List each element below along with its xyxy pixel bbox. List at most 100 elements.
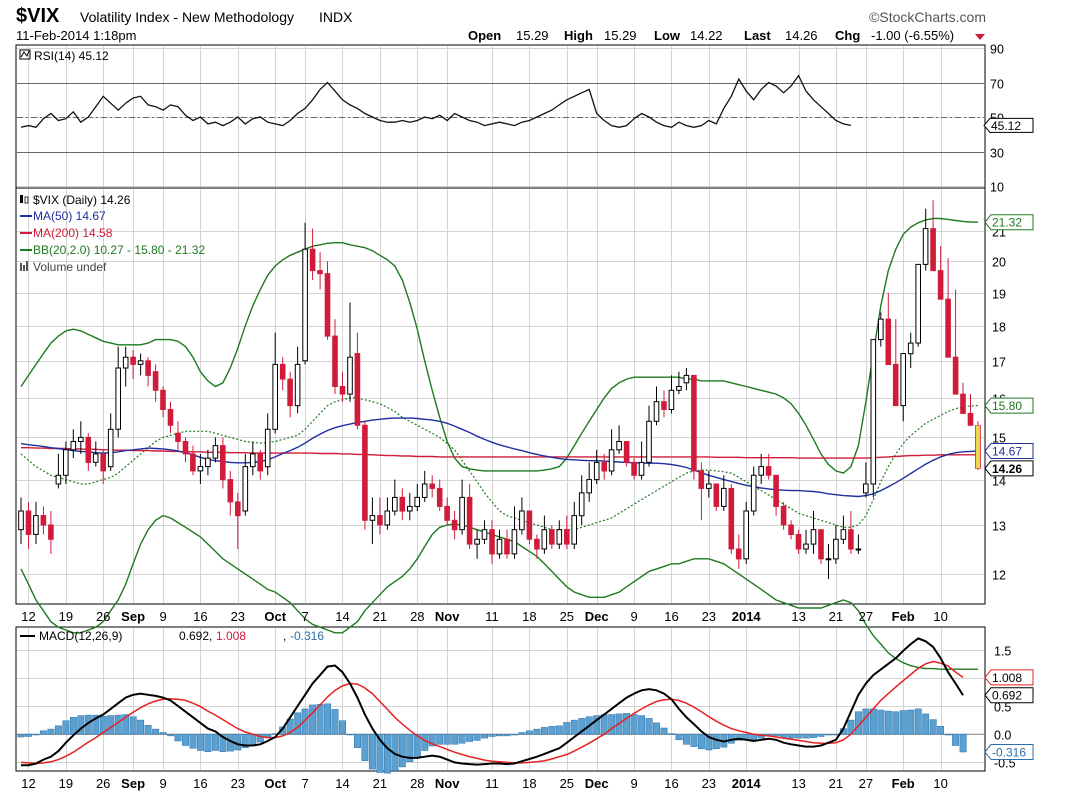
candle xyxy=(549,525,555,549)
candle xyxy=(900,353,907,422)
macd-legend-hist-value: -0.316 xyxy=(290,629,324,643)
candle-body xyxy=(78,436,84,442)
candle-body xyxy=(70,441,77,451)
candle-body xyxy=(593,461,600,481)
candle-body xyxy=(25,510,32,535)
candle xyxy=(481,520,488,545)
candle-body xyxy=(145,360,151,376)
candle-body xyxy=(780,505,787,526)
candle-body xyxy=(197,466,204,472)
candle-body xyxy=(182,441,189,455)
candle-body xyxy=(481,529,488,540)
price-tag-label: 14.26 xyxy=(992,462,1022,476)
candle xyxy=(92,441,99,467)
candle-body xyxy=(795,534,802,550)
macd-histogram-bar xyxy=(234,733,242,751)
price-tag-label: 14.67 xyxy=(992,445,1022,459)
price-xtick-label: 16 xyxy=(193,609,207,624)
candle xyxy=(848,511,854,554)
candle-body xyxy=(840,529,847,540)
candle xyxy=(907,332,914,368)
candle xyxy=(436,479,443,511)
macd-xtick-label: Nov xyxy=(435,776,460,791)
macd-histogram-bar xyxy=(466,733,474,742)
macd-tag-box xyxy=(984,687,1034,704)
rsi-ytick-label: 30 xyxy=(990,147,1004,161)
macd-histogram-bar xyxy=(787,733,795,739)
candle-body xyxy=(324,273,331,337)
candle xyxy=(212,437,219,463)
candle xyxy=(421,470,428,502)
candle-body xyxy=(631,461,637,476)
candle-body xyxy=(907,342,914,355)
macd-histogram-bar xyxy=(189,733,197,749)
candle-body xyxy=(735,548,742,560)
candle xyxy=(354,332,361,430)
candle-body xyxy=(885,318,892,366)
candle xyxy=(788,520,794,540)
macd-histogram-bar xyxy=(167,733,175,737)
candle-body xyxy=(257,453,263,472)
rsi-legend-label: RSI(14) 45.12 xyxy=(34,49,109,63)
down-arrow-icon xyxy=(975,34,985,40)
macd-xtick-label: 26 xyxy=(96,776,110,791)
quote-open-value: 15.29 xyxy=(516,28,549,43)
macd-legend-label: MACD(12,26,9) xyxy=(39,629,122,643)
macd-histogram-bar xyxy=(481,733,489,739)
candle-body xyxy=(661,401,667,410)
candle xyxy=(250,441,256,476)
macd-histogram-bar xyxy=(638,715,646,735)
macd-xtick-label: 9 xyxy=(159,776,166,791)
macd-xtick-label: Feb xyxy=(892,776,915,791)
candle xyxy=(377,497,383,535)
candle xyxy=(780,501,787,530)
macd-histogram-bar xyxy=(496,733,503,737)
macd-histogram-bar xyxy=(817,733,825,737)
source-credit[interactable]: ©StockCharts.com xyxy=(869,9,986,25)
candle xyxy=(885,292,892,366)
candle xyxy=(668,375,675,414)
candle xyxy=(392,479,398,516)
candle-body xyxy=(369,515,376,521)
macd-histogram-bar xyxy=(825,733,832,736)
macd-histogram-bar xyxy=(376,733,384,773)
candle-body xyxy=(713,483,720,507)
candle-body xyxy=(294,363,301,407)
macd-histogram-bar xyxy=(413,733,421,757)
macd-histogram-bar xyxy=(869,708,877,735)
price-xtick-label: 9 xyxy=(159,609,166,624)
candle xyxy=(451,511,458,540)
candle-body xyxy=(354,353,361,426)
candle-body xyxy=(160,389,166,410)
candle-body xyxy=(586,479,593,494)
candle-body xyxy=(578,492,585,517)
macd-histogram-bar xyxy=(144,724,152,735)
candle-body xyxy=(122,356,129,369)
macd-histogram-bar xyxy=(451,733,459,745)
candle-body xyxy=(205,457,211,468)
candle xyxy=(190,445,196,476)
candle xyxy=(115,346,122,438)
quote-high-label: High xyxy=(564,28,593,43)
macd-histogram-bar xyxy=(690,733,698,747)
candle-body xyxy=(451,519,458,531)
macd-histogram-bar xyxy=(99,715,107,735)
macd-histogram-bar xyxy=(197,733,204,751)
candle-body xyxy=(833,538,839,560)
macd-tag-macd: 0.692 xyxy=(984,687,1034,704)
candle-body xyxy=(167,409,174,426)
candle xyxy=(152,364,159,402)
candle xyxy=(302,222,308,365)
macd-histogram-bar xyxy=(204,733,212,752)
macd-histogram-bar xyxy=(69,717,77,735)
macd-xtick-label: 9 xyxy=(630,776,637,791)
macd-legend-sep-2: , xyxy=(283,629,286,643)
macd-ytick-label: 0.5 xyxy=(994,701,1011,715)
candle-body xyxy=(556,529,563,545)
chart-header: $VIX Volatility Index - New Methodology … xyxy=(16,5,986,43)
candle xyxy=(713,483,720,511)
macd-histogram-bar xyxy=(211,733,219,751)
candle xyxy=(85,433,92,471)
candle xyxy=(833,525,839,564)
